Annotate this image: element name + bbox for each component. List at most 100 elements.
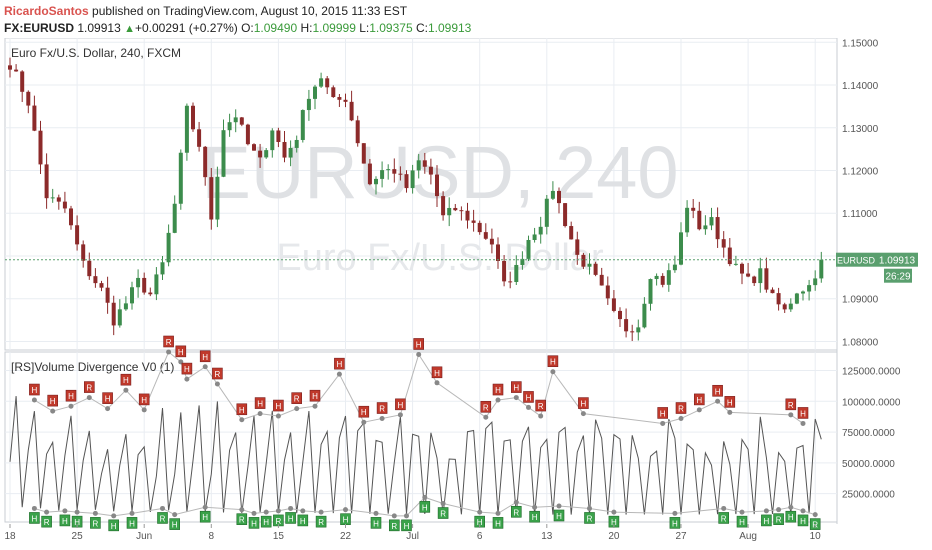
countdown-bg	[884, 268, 912, 283]
candle-body	[611, 298, 616, 311]
high-divergence-marker: H	[309, 389, 321, 402]
low-pivot-dot	[263, 509, 269, 515]
candle-body	[465, 210, 470, 221]
price-tick-label: 1.13000	[842, 124, 879, 135]
time-tick-label: 18	[4, 531, 16, 542]
low-pivot-dot	[202, 504, 208, 510]
svg-text:H: H	[739, 518, 745, 527]
candles	[8, 57, 824, 341]
svg-text:H: H	[32, 514, 38, 523]
low-label: L:	[359, 21, 370, 35]
svg-text:H: H	[141, 396, 147, 405]
time-tick-label: 27	[675, 531, 687, 542]
svg-text:R: R	[788, 401, 794, 410]
low-pivot-dot	[239, 507, 245, 513]
candle-body	[410, 170, 415, 189]
candle-body	[209, 177, 214, 220]
svg-text:H: H	[611, 518, 617, 527]
low-divergence-marker: H	[29, 512, 40, 524]
candle-body	[32, 105, 37, 131]
published-text: published on TradingView.com, August 10,…	[92, 4, 408, 18]
candle-body	[599, 274, 604, 286]
candle-body	[550, 190, 555, 199]
high-pivot-dot	[526, 404, 531, 410]
candle-body	[709, 217, 714, 226]
high-divergence-marker: R	[675, 402, 687, 414]
low-divergence-marker: R	[510, 505, 522, 518]
low-pivot-dot	[300, 508, 306, 514]
candle-body	[581, 254, 586, 267]
high-pivot-dot	[202, 364, 208, 370]
low-pivot-dot	[513, 499, 519, 505]
low-divergence-marker: H	[285, 512, 296, 524]
candle-body	[276, 130, 281, 142]
svg-text:H: H	[526, 393, 532, 402]
low-divergence-marker: R	[437, 507, 449, 519]
watermark-description: Euro Fx/U.S. Dollar	[276, 237, 604, 279]
candle-body	[752, 276, 757, 284]
author-link[interactable]: RicardoSantos	[4, 4, 89, 18]
high-pivot-dot	[800, 420, 806, 426]
low-divergence-marker: H	[340, 513, 351, 525]
candle-body	[178, 152, 183, 204]
high-divergence-marker: R	[163, 335, 174, 348]
high-pivot-dot	[678, 416, 684, 422]
low-pivot-dot	[763, 508, 769, 514]
candle-body	[282, 141, 287, 158]
high-divergence-marker: R	[291, 392, 303, 404]
candle-body	[441, 196, 446, 216]
svg-text:H: H	[672, 519, 678, 528]
indicator-value-axis[interactable]: 125000.0000 100000.0000 75000.0000 50000.00…	[842, 366, 901, 500]
svg-text:H: H	[404, 522, 410, 531]
svg-text:H: H	[263, 518, 269, 527]
low-divergence-marker: R	[157, 512, 168, 524]
svg-text:H: H	[361, 408, 367, 417]
high-pivot-dot	[361, 419, 367, 425]
low-pivot-dot	[611, 509, 617, 515]
candle-body	[794, 293, 799, 304]
high-pivot-dot	[580, 411, 586, 417]
candle-body	[245, 124, 250, 145]
candle-body	[685, 207, 690, 233]
candle-body	[679, 232, 683, 265]
candle-body	[367, 163, 372, 185]
high-pivot-dot	[275, 413, 281, 419]
low-divergence-marker: H	[126, 517, 138, 529]
high-divergence-marker: R	[212, 367, 223, 380]
low-pivot-dot	[275, 508, 281, 514]
time-axis[interactable]: 18 25 Jun 8 15 22 Jul 6 13 20 27 Aug 10	[4, 524, 821, 542]
high-divergence-marker: H	[273, 399, 284, 412]
high-pivot-dot	[416, 351, 422, 357]
high-pivot-dot	[696, 407, 702, 413]
low-divergence-marker: R	[773, 513, 784, 525]
candle-body	[56, 197, 61, 202]
high-pivot-dot	[727, 409, 733, 415]
low-divergence-marker: R	[718, 512, 730, 524]
low-divergence-marker: H	[529, 510, 540, 523]
candle-body	[38, 130, 43, 165]
svg-text:R: R	[587, 514, 593, 523]
low-pivot-dot	[391, 513, 397, 519]
high-pivot-dot	[166, 349, 172, 355]
time-tick-label: 10	[810, 531, 822, 542]
high-pivot-dot	[660, 420, 666, 426]
main-pane[interactable]	[4, 38, 838, 351]
candle-body	[496, 244, 500, 261]
main-grid	[5, 38, 837, 350]
chart-area[interactable]: EURUSD, 240 Euro Fx/U.S. Dollar Euro Fx/…	[0, 38, 932, 550]
candle-body	[380, 170, 385, 179]
price-change: +0.00291 (+0.27%)	[134, 21, 238, 35]
candle-body	[331, 87, 336, 98]
low-divergence-marker: H	[370, 517, 382, 529]
low-pivot-dot	[495, 510, 501, 516]
high-divergence-marker: H	[431, 366, 443, 379]
indicator-tick-label: 50000.0000	[842, 459, 895, 470]
candle-body	[593, 263, 598, 275]
svg-text:H: H	[251, 519, 257, 528]
candle-body	[721, 239, 726, 248]
low-divergence-marker: H	[761, 514, 772, 527]
candle-body	[136, 277, 141, 288]
symbol-label: FX:EURUSD	[4, 21, 75, 35]
low-divergence-marker: R	[90, 517, 101, 529]
price-tick-label: 1.15000	[842, 38, 879, 49]
